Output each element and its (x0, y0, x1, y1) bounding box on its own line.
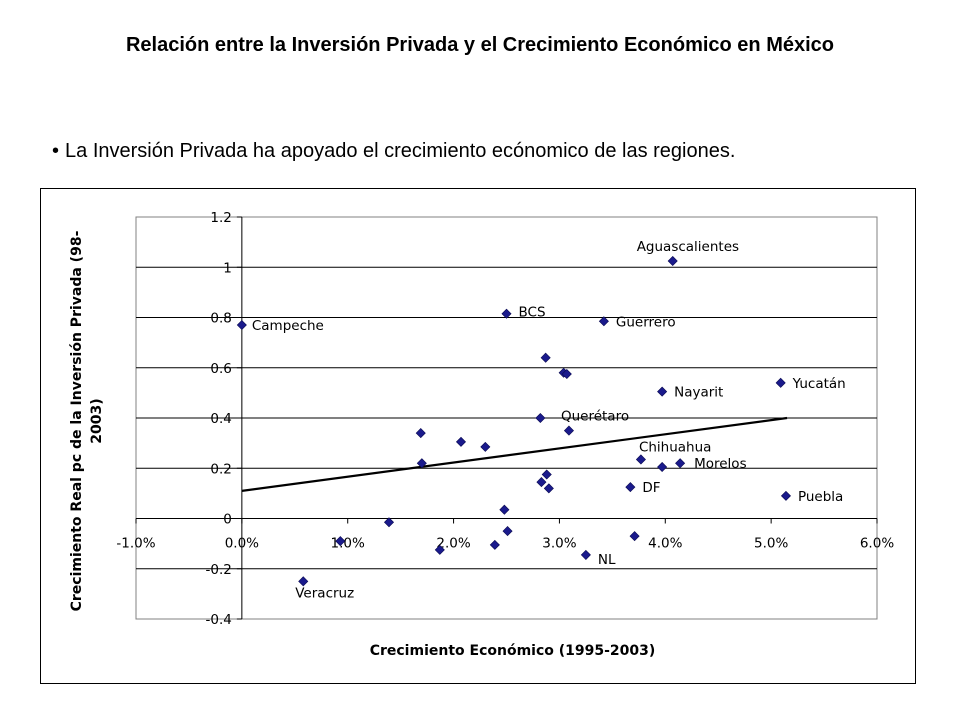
data-label: Veracruz (295, 585, 354, 601)
data-label: Chihuahua (639, 439, 712, 455)
data-point (501, 308, 512, 319)
data-point (780, 490, 791, 501)
scatter-chart: -0.4 -0.2 0 0.2 0.4 0.6 0.8 1 1.2 -1.0% 0.0% 1.0% 2.… (69, 210, 894, 659)
x-tick-label: 6.0% (860, 536, 894, 552)
data-label: Campeche (252, 318, 324, 334)
x-tick-label: 1.0% (331, 536, 365, 552)
y-axis-title: Crecimiento Real pc de la Inversión Priv… (69, 230, 105, 611)
data-point (635, 454, 646, 465)
data-point (657, 386, 668, 397)
y-tick-label: 0 (223, 512, 232, 528)
data-label: Morelos (694, 456, 747, 472)
x-tick-label: 3.0% (542, 536, 576, 552)
bullet-text: La Inversión Privada ha apoyado el creci… (65, 140, 736, 162)
x-tick-label: 5.0% (754, 536, 788, 552)
data-point (335, 536, 346, 547)
y-tick-label: -0.2 (206, 562, 232, 578)
y-tick-label: 1 (223, 260, 232, 276)
data-point (675, 458, 686, 469)
data-point (580, 549, 591, 560)
y-axis-title-line: 2003) (89, 398, 105, 443)
y-tick-label: 0.6 (210, 361, 231, 377)
x-tick-label: -1.0% (116, 536, 155, 552)
data-label: NL (598, 552, 616, 568)
bullet-point: • La Inversión Privada ha apoyado el crec… (52, 140, 735, 163)
data-label: Yucatán (792, 376, 846, 392)
data-point (625, 482, 636, 493)
data-point (563, 425, 574, 436)
data-point (434, 544, 445, 555)
y-axis-title-line: Crecimiento Real pc de la Inversión Priv… (69, 230, 85, 611)
data-label: BCS (519, 305, 546, 321)
data-point (543, 483, 554, 494)
chart-frame: -0.4 -0.2 0 0.2 0.4 0.6 0.8 1 1.2 -1.0% 0.0% 1.0% 2.… (40, 188, 916, 684)
data-label: DF (642, 480, 660, 496)
y-tick-label: 0.8 (210, 311, 231, 327)
slide-title: Relación entre la Inversión Privada y el… (125, 34, 835, 56)
x-tick-label: 4.0% (648, 536, 682, 552)
data-point (541, 469, 552, 480)
data-label: Querétaro (561, 409, 629, 425)
data-point (298, 576, 309, 587)
y-tick-label: -0.4 (206, 612, 232, 628)
data-point (416, 458, 427, 469)
data-label: Aguascalientes (637, 239, 739, 255)
data-point (598, 316, 609, 327)
data-point (540, 352, 551, 363)
data-point (383, 517, 395, 528)
data-label: Nayarit (674, 385, 723, 401)
y-tick-label: 1.2 (210, 210, 231, 226)
data-point (236, 320, 247, 331)
data-point (480, 441, 491, 452)
bullet-marker: • (52, 140, 60, 162)
data-point (775, 377, 786, 388)
data-point (499, 504, 510, 515)
data-point (415, 428, 426, 439)
data-point (536, 477, 547, 488)
data-point (489, 539, 500, 550)
y-tick-label: 0.2 (210, 461, 231, 477)
data-point (455, 436, 467, 447)
data-point (629, 531, 640, 542)
x-tick-label: 0.0% (225, 536, 259, 552)
data-label: Guerrero (616, 314, 676, 330)
data-point (657, 461, 668, 473)
x-axis-title: Crecimiento Económico (1995-2003) (370, 643, 656, 659)
data-label: Puebla (798, 489, 843, 505)
data-point (667, 255, 678, 266)
x-tick-label: 2.0% (436, 536, 470, 552)
y-tick-label: 0.4 (210, 411, 231, 427)
data-point (561, 369, 572, 380)
data-point (535, 412, 546, 424)
trendline (241, 416, 788, 492)
data-point (502, 526, 513, 537)
